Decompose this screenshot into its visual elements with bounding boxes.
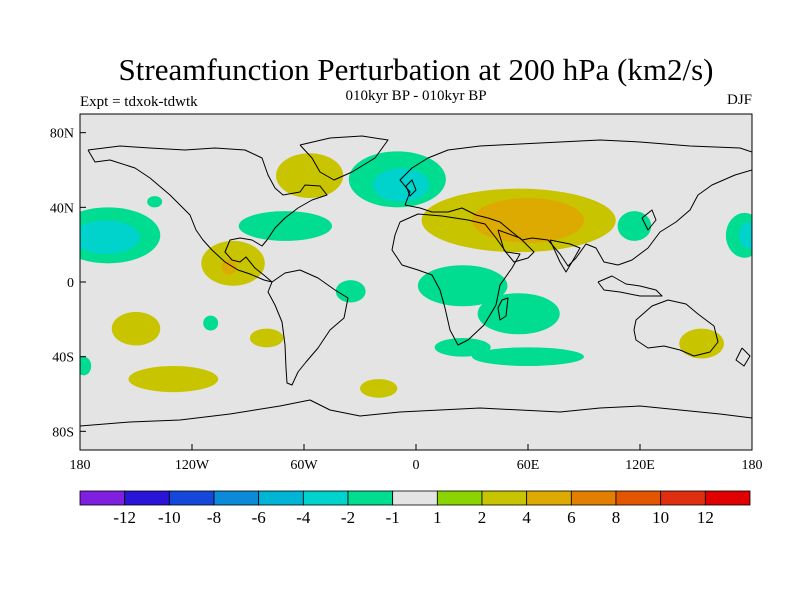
region-east-pacific-west-negative: [80, 356, 92, 376]
region-north-america-positive: [276, 153, 344, 199]
colorbar-swatch: [392, 490, 438, 506]
colorbar-swatch: [124, 490, 170, 506]
coast-indonesia: [597, 275, 663, 297]
colorbar-label: -12: [113, 508, 136, 527]
coast-british-isles: [405, 179, 417, 197]
x-tick-label: 120W: [175, 458, 210, 473]
x-tick-label: 180: [742, 458, 763, 473]
colorbar-swatch: [481, 490, 528, 506]
coast-japan: [641, 209, 657, 231]
region-south-atlantic-positive: [360, 379, 398, 398]
region-south-america-south-positive: [249, 328, 284, 348]
colorbar-swatch: [258, 490, 304, 506]
region-africa-negative: [417, 265, 508, 307]
region-south-america-negative: [335, 280, 366, 303]
x-tick-label: 60E: [517, 458, 540, 473]
region-southeast-pacific-positive: [128, 366, 219, 393]
region-south-pacific-negative: [203, 315, 219, 331]
region-central-america-core: [221, 259, 237, 275]
coastlines: [80, 135, 752, 427]
coast-north-america: [87, 145, 328, 283]
x-tick-label: 0: [413, 458, 420, 473]
colorbar-label: -1: [386, 508, 400, 527]
colorbar-label: -6: [252, 508, 266, 527]
coast-antarctica: [80, 399, 752, 427]
colorbar-swatch: [660, 490, 706, 506]
region-west-atlantic-negative: [238, 211, 332, 241]
colorbar-swatch: [213, 490, 260, 506]
coast-arabia: [497, 229, 535, 263]
coast-south-america: [267, 269, 349, 386]
colorbar-swatch: [79, 490, 126, 506]
region-east-atlantic-core: [373, 168, 430, 202]
x-tick-label: 180: [70, 458, 91, 473]
colorbar-label: -2: [341, 508, 355, 527]
region-south-atlantic-negative: [434, 338, 491, 357]
colorbar-swatch: [436, 490, 483, 506]
region-north-pacific-core: [80, 220, 140, 254]
region-south-pacific-positive: [111, 311, 161, 346]
region-southwest-indian-negative: [472, 347, 584, 366]
x-tick-label: 60W: [290, 458, 318, 473]
coast-india: [549, 239, 581, 273]
colorbar-label: -4: [296, 508, 311, 527]
y-axis: 80N 40N 0 40S 80S: [50, 127, 86, 440]
y-tick-label: 80S: [52, 425, 74, 440]
page-title: Streamfunction Perturbation at 200 hPa (…: [118, 52, 714, 87]
colorbar-label: -8: [207, 508, 221, 527]
colorbar-label: 2: [478, 508, 487, 527]
colorbar-label: 4: [522, 508, 531, 527]
colorbar-label: -10: [158, 508, 181, 527]
colorbar-swatch: [168, 490, 215, 506]
coast-greenland: [299, 135, 389, 181]
colorbar-label: 1: [433, 508, 442, 527]
page-subtitle: 010kyr BP - 010kyr BP: [345, 88, 487, 104]
region-eurasia-core: [472, 198, 584, 243]
x-tick-label: 120E: [625, 458, 655, 473]
region-north-pacific-small-negative: [147, 196, 163, 208]
coast-eurasia: [399, 139, 752, 267]
colorbar-swatch: [704, 490, 751, 506]
x-axis: 180 120W 60W 0 60E 120E 180: [70, 444, 763, 473]
colorbar-swatch: [615, 490, 662, 506]
coast-africa: [391, 213, 521, 346]
y-tick-label: 0: [67, 276, 74, 291]
colorbar-swatch: [347, 490, 394, 506]
colorbar-label: 12: [697, 508, 714, 527]
coast-madagascar: [497, 297, 509, 321]
region-indian-ocean-negative: [477, 293, 560, 335]
colorbar-label: 6: [567, 508, 576, 527]
colorbar-swatch: [570, 490, 617, 506]
y-tick-label: 80N: [50, 127, 74, 142]
season-label: DJF: [726, 92, 752, 108]
colorbar-swatch: [526, 490, 572, 506]
colorbar: -12 -10 -8 -6 -4 -2 -1 1 2 4 6 8 10 12: [79, 490, 751, 527]
region-australia-positive: [679, 328, 724, 359]
colorbar-swatch: [302, 490, 349, 506]
coast-new-zealand: [735, 347, 751, 367]
y-tick-label: 40N: [50, 201, 74, 216]
colorbar-label: 10: [652, 508, 669, 527]
coast-australia: [633, 299, 719, 357]
colorbar-label: 8: [612, 508, 621, 527]
y-tick-label: 40S: [52, 351, 74, 366]
region-date-line-east-core: [738, 222, 752, 249]
contour-regions: [80, 151, 752, 398]
experiment-label: Expt = tdxok-tdwtk: [80, 94, 198, 110]
